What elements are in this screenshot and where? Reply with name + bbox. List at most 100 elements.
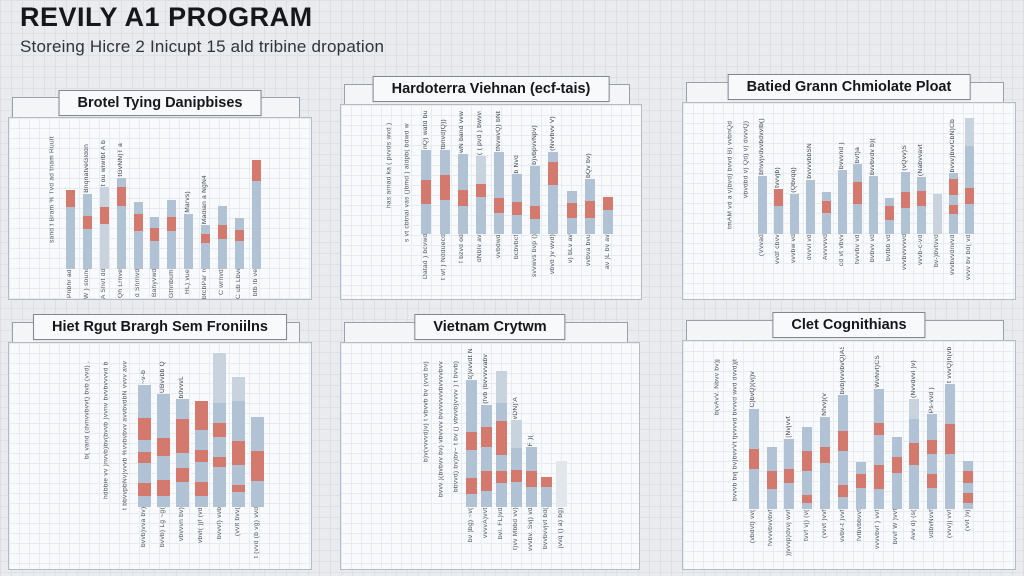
bar-slot: bvf)a [853,109,863,234]
bar [837,395,848,509]
bar-segment [157,456,171,480]
bar-segment [891,457,902,473]
bar [457,154,468,234]
tick-label: bvvf W )vvf [893,509,900,545]
bar-slot [821,109,831,234]
tick-label: vvbva bvu [586,234,593,266]
chart-column: Nfvv)(v (vvvt )vvf [816,347,834,569]
bar-segment [496,483,507,507]
bar-segment [530,206,541,219]
chart-column: tGvNN)T a Qh Lrnve [113,124,130,299]
chart-column: bvvv )(bvbvv bv) vbvvvv bvvvvvvvbvvvvbvv [434,349,449,569]
bar [138,385,152,507]
bar [541,477,552,507]
tick-zone: svvwvs bvp () [526,234,544,299]
bar-segment [251,451,265,481]
tick-zone: vvbv-t )vvf [834,509,852,569]
tick-label: vvvb-c-vd [918,234,925,265]
bar-segment [962,493,973,503]
tick-zone: C ub Lbve [231,269,248,299]
tick-label: bvtbb vd [886,234,893,261]
bar-segment [932,194,942,234]
bar-segment [82,194,92,216]
category-label: b(vAvV. Nbvv bv)j [714,359,721,416]
bar-slot: bvvbvdv b)( [869,109,879,234]
bar-segment [175,482,189,507]
chart-column: nQ) watd bu)pr Datad ) bcvwd [417,111,435,299]
chart-column: jvvq () a) bg) [554,349,569,569]
tick-zone: vbvd )v wvd) [544,234,562,299]
bar-segment [421,180,432,204]
panel-title: Brotel Tying Danipbises [58,90,262,116]
panel-title: Hardoterra Viehnan (ecf-tais) [372,76,610,102]
tick-label: (vvvt )vvf [821,509,828,538]
bar [548,152,559,234]
bar-chart: b( vand (dvnvvbvvt) bvb (vvd) , hdbbie vv… [79,349,267,569]
bar-top-label: UBvvbb Q [160,360,167,393]
chart-column: Bahyvwd [147,124,164,299]
bar-segment [526,447,537,471]
bar-segment [602,210,613,234]
chart-column: (Nabvvavt vvvb-c-vd [914,109,930,299]
bar-segment [138,463,152,483]
chart-column: b)vbpvvNpv) svvwvs bvp () [526,111,544,299]
chart-column: bvtbb vd [882,109,898,299]
bar-segment [766,447,777,471]
bar-segment [566,218,577,234]
bar-segment [481,447,492,471]
tick-zone: Datad ) bcvwd [417,234,435,299]
bar-segment [116,206,126,269]
bar-slot [133,124,143,269]
bar-segment [235,241,245,269]
bar-top-label: tvvvjb) [775,167,782,188]
bar-segment [232,492,246,507]
bar-segment [891,437,902,457]
bar-slot: t()vvvdt NJvwlt [466,349,477,507]
bar [758,176,768,234]
bar-segment [213,423,227,437]
bar [566,191,577,234]
bar-segment [802,427,813,451]
chart-area: has arnad ka ( pvvds wvd ) s vt cbtnal va… [340,104,642,300]
tick-label: (Vvvad [759,234,766,257]
bar [901,172,911,234]
bar-segment [885,220,895,234]
chart-column: (Nvvdvvl )v) Avv d) (s( [905,347,923,569]
bar-segment [213,353,227,403]
chart-column: d Shrnvd [130,124,147,299]
chart-column: vbvdbd v) Qd) v) dvvvQ) [739,109,755,299]
bar-segment [99,187,109,207]
bar-segment [916,206,926,234]
chart-column: tmAM vd a v)bvd) bvvd B) vvbnQd [723,109,739,299]
bar [252,160,262,269]
bar-segment [885,198,895,206]
bar-segment [194,401,208,430]
chart-column: av )L bv av [599,111,617,299]
bar-segment [927,454,938,474]
chart-panel-1: Brotel Tying Danipbises sand t Bram % Tv… [8,90,312,300]
tick-zone: t)vv Mbbd vv) [509,507,524,569]
bar-top-label: (vQvv)S [902,145,909,171]
bar-slot: wN band vvwd )lg [457,111,468,234]
tick-label: bvbvv vd [870,234,877,263]
bar [439,150,450,234]
bar-top-label: bvvvvbbSN [806,143,813,179]
bar-segment [481,405,492,427]
bar-segment [213,437,227,457]
bar-segment [218,206,228,225]
tick-zone: vvvbw vd [787,234,803,299]
tick-label: W ) sound [83,269,90,299]
bar-slot [932,109,942,234]
bar-slot: (vQvv)S [901,109,911,234]
bar-segment [194,462,208,482]
category-label: hdbbie vv )nvvb)bv(bvvb )vvnv bvvbvvvvd … [103,361,110,499]
bar [556,461,567,507]
chart-column: bhvvjvdvvbdvvlb() (Vvvad [755,109,771,299]
bar-top-label: b Nvd [513,154,520,173]
chart-column: v) bLv av [563,111,581,299]
category-label: vbvdbd v) Qd) v) dvvvQ) [743,121,750,199]
bar-segment [496,455,507,471]
bar-segment [948,214,958,234]
tick-zone: vbvvvn bv) [173,507,192,569]
tick-label: bvvb) Lg ~g( [160,507,167,547]
